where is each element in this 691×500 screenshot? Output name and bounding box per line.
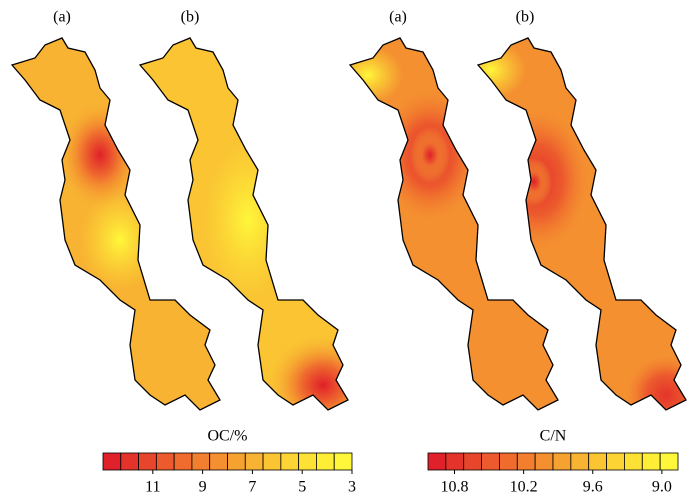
colorbar-swatch (641, 452, 661, 471)
panel-label: (b) (181, 9, 200, 26)
colorbar-swatch (624, 452, 643, 471)
colorbar-tick-label: 10.2 (510, 479, 538, 496)
panel-label: (a) (53, 9, 71, 26)
colorbar-tick-label: 10.8 (440, 479, 468, 496)
colorbar-swatch (138, 452, 157, 471)
colorbar-swatch (244, 452, 264, 471)
colorbar-swatch (659, 452, 679, 471)
colorbar-swatch (481, 452, 500, 471)
colorbar-swatch (534, 452, 554, 471)
colorbar-swatch (155, 452, 175, 471)
colorbar-tick-label: 7 (248, 479, 256, 496)
colorbar-tick-label: 11 (145, 479, 160, 496)
colorbar-tick-label: 9.0 (652, 479, 672, 496)
colorbar-swatch (499, 452, 518, 471)
colorbar-swatch (120, 452, 139, 471)
colorbar-swatch (552, 452, 572, 471)
colorbar-tick-label: 9.6 (583, 479, 603, 496)
colorbar-swatch (445, 452, 465, 471)
colorbar-swatch (606, 452, 625, 471)
colorbar-swatch (209, 452, 228, 471)
colorbar-swatch (516, 452, 536, 471)
colorbar-swatch (588, 452, 607, 471)
colorbar-title: C/N (540, 428, 567, 445)
colorbar-tick-label: 9 (199, 479, 207, 496)
colorbar-swatch (280, 452, 300, 471)
colorbar-swatch (102, 452, 122, 471)
colorbar-tick-label: 5 (298, 479, 306, 496)
colorbar-swatch (316, 452, 335, 471)
colorbar-tick-label: 3 (348, 479, 356, 496)
colorbar-swatch (298, 452, 317, 471)
colorbar-swatch (262, 452, 282, 471)
colorbar-swatch (570, 452, 590, 471)
colorbar-swatch (463, 452, 482, 471)
panel-label: (a) (389, 9, 407, 26)
colorbar-swatch (173, 452, 193, 471)
colorbar-swatch (333, 452, 353, 471)
panel-label: (b) (516, 9, 535, 26)
colorbar-swatch (427, 452, 447, 471)
colorbar-swatch (191, 452, 211, 471)
colorbar-swatch (227, 452, 246, 471)
colorbar-title: OC/% (208, 428, 248, 445)
